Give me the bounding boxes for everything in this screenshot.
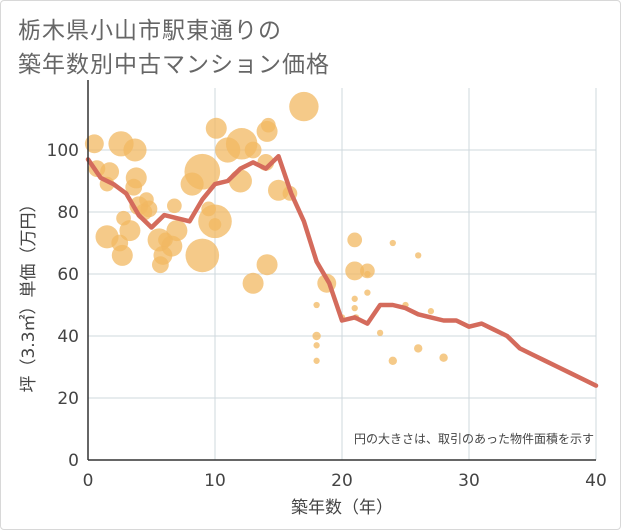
bubble-62 <box>414 344 423 353</box>
bubble-56 <box>364 289 371 296</box>
bubble-0 <box>84 134 104 154</box>
bubble-49 <box>347 232 363 248</box>
y-axis-label: 坪（3.3㎡）単価（万円） <box>19 195 39 392</box>
bubble-6 <box>111 244 133 266</box>
y-tick-label-100: 100 <box>47 141 79 161</box>
tick-labels: 0 10 20 30 40 0 20 40 60 80 100 <box>47 141 607 491</box>
x-axis-label: 築年数（年） <box>291 498 393 518</box>
bubble-26 <box>184 153 221 190</box>
bubble-23 <box>167 198 182 214</box>
chart-title: 栃木県小山市駅東通りの 築年数別中古マンション価格 <box>18 14 330 82</box>
y-tick-label-60: 60 <box>57 265 79 285</box>
bubble-25 <box>185 238 220 273</box>
trend-line-group <box>85 153 599 388</box>
bubble-39 <box>256 254 278 276</box>
x-tick-label-10: 10 <box>204 471 226 491</box>
trend-line <box>85 153 599 388</box>
y-tick-label-80: 80 <box>57 203 79 223</box>
grid-lines <box>88 88 597 460</box>
bubble-57 <box>376 329 384 337</box>
bubble-16 <box>140 200 158 218</box>
y-tick-label-0: 0 <box>68 451 79 471</box>
bubble-52 <box>351 304 358 312</box>
bubble-38 <box>260 117 276 133</box>
bubble-32 <box>228 169 252 193</box>
bubble-9 <box>119 220 141 242</box>
bubble-50 <box>345 261 365 281</box>
bubble-34 <box>244 141 262 159</box>
bubble-51 <box>351 295 358 302</box>
bubble-size-note: 円の大きさは、取引のあった物件面積を示す <box>354 431 594 446</box>
x-tick-label-30: 30 <box>458 471 480 491</box>
x-tick-label-40: 40 <box>585 471 607 491</box>
bubble-30 <box>205 117 227 139</box>
bubble-55 <box>364 270 371 278</box>
chart-title-line-1: 栃木県小山市駅東通りの <box>18 18 282 44</box>
bubble-58 <box>389 239 396 247</box>
bubble-12 <box>123 138 147 162</box>
bubble-series <box>84 91 448 365</box>
bubble-35 <box>242 272 264 294</box>
bubble-3 <box>100 162 120 182</box>
bubble-42 <box>289 91 319 122</box>
bubble-44 <box>312 331 321 341</box>
x-tick-label-20: 20 <box>331 471 353 491</box>
chart-title-line-2: 築年数別中古マンション価格 <box>18 52 330 78</box>
bubble-64 <box>439 353 448 362</box>
bubble-59 <box>388 356 397 365</box>
bubble-46 <box>313 357 320 364</box>
bubble-22 <box>166 220 188 242</box>
y-tick-label-40: 40 <box>57 327 79 347</box>
axes <box>87 80 596 461</box>
bubble-61 <box>415 252 422 259</box>
bubble-11 <box>125 167 147 189</box>
x-tick-label-0: 0 <box>83 471 94 491</box>
y-tick-label-20: 20 <box>57 389 79 409</box>
bubble-43 <box>313 301 320 309</box>
bubble-29 <box>208 218 222 231</box>
bubble-45 <box>313 342 320 349</box>
bubble-63 <box>427 308 435 315</box>
